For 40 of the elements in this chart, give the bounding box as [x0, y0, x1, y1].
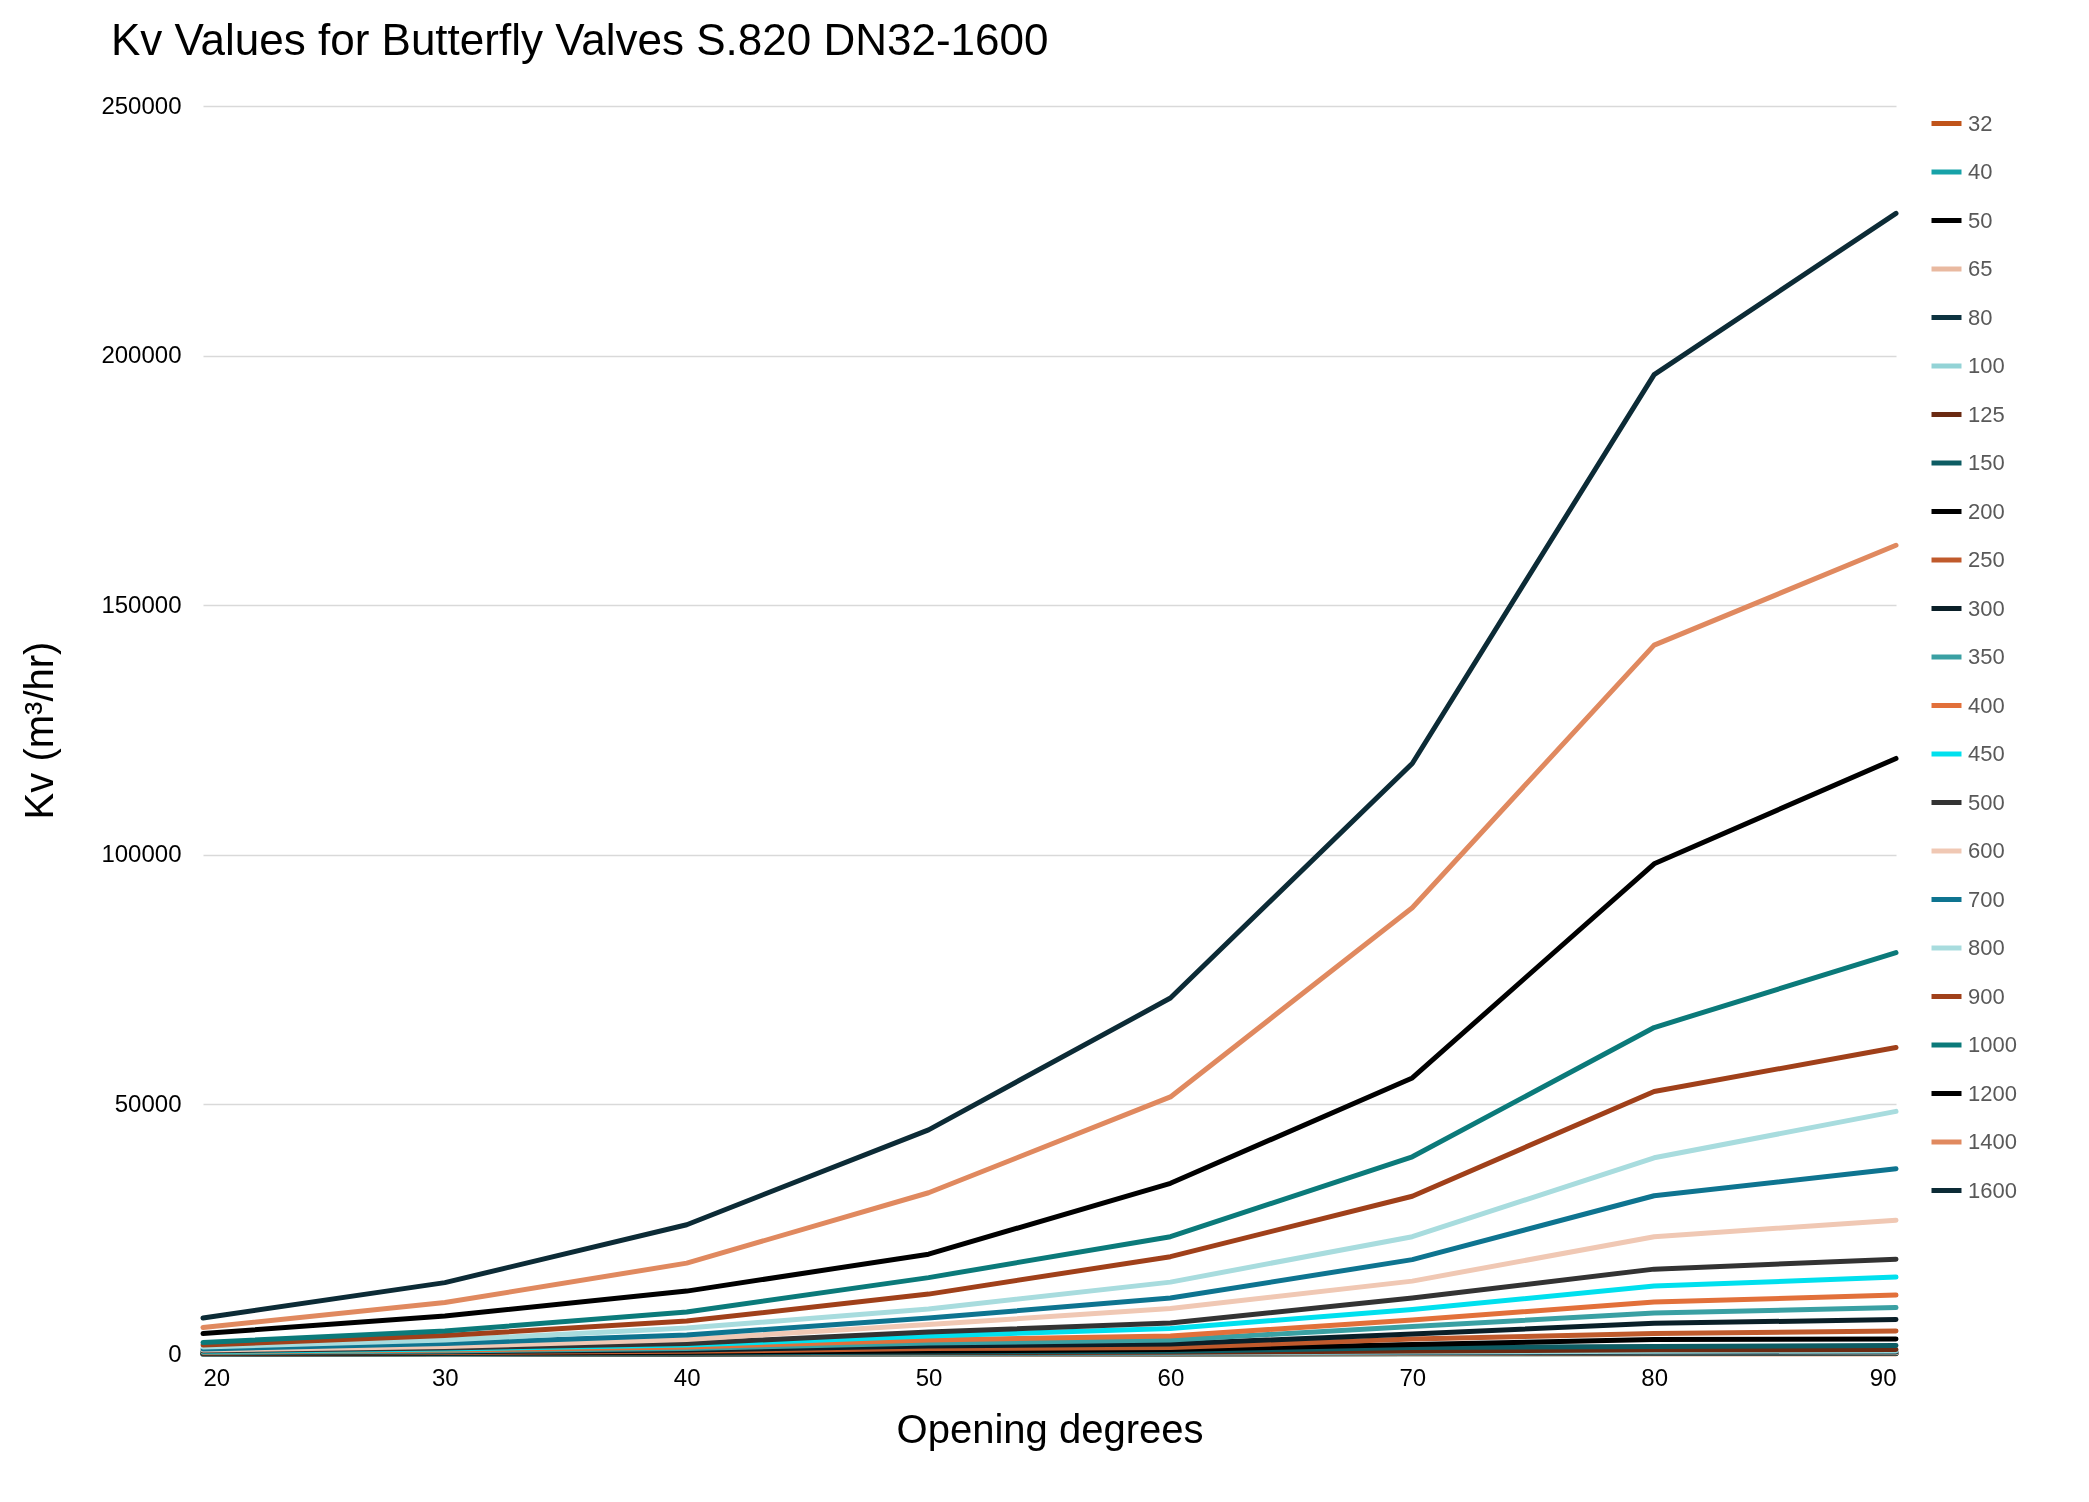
x-tick-label: 30 — [432, 1363, 459, 1391]
legend-label: 50 — [1968, 207, 1993, 233]
x-tick-label: 70 — [1399, 1363, 1427, 1391]
legend-label: 100 — [1968, 353, 2005, 378]
legend-label: 1200 — [1968, 1080, 2017, 1106]
legend-label: 800 — [1968, 935, 2005, 960]
y-axis-title: Kv (m³/hr) — [17, 641, 62, 820]
legend-label: 150 — [1968, 450, 2005, 475]
legend-label: 65 — [1968, 256, 1993, 281]
legend-label: 300 — [1968, 595, 2005, 621]
legend-label: 900 — [1968, 983, 2005, 1009]
y-tick-label: 100000 — [101, 840, 182, 868]
x-tick-label: 40 — [673, 1363, 701, 1391]
y-tick-label: 250000 — [101, 91, 182, 119]
y-tick-label: 200000 — [101, 341, 182, 369]
legend-label: 40 — [1968, 159, 1993, 184]
legend-label: 1000 — [1968, 1032, 2017, 1057]
x-tick-label: 90 — [1869, 1363, 1897, 1391]
legend-label: 32 — [1968, 110, 1993, 136]
x-tick-label: 60 — [1157, 1363, 1185, 1391]
legend-label: 400 — [1968, 692, 2005, 718]
legend-label: 700 — [1968, 886, 2005, 912]
legend-label: 1600 — [1968, 1177, 2017, 1203]
x-tick-label: 50 — [915, 1363, 943, 1391]
chart-title: Kv Values for Butterfly Valves S.820 DN32-1600 — [110, 15, 1049, 64]
legend-label: 125 — [1968, 401, 2005, 427]
x-tick-label: 80 — [1641, 1363, 1668, 1391]
x-axis-title: Opening degrees — [896, 1406, 1204, 1451]
y-tick-label: 50000 — [114, 1089, 182, 1117]
legend-label: 500 — [1968, 789, 2005, 815]
legend-label: 200 — [1968, 498, 2005, 524]
legend-label: 1400 — [1968, 1129, 2017, 1154]
legend-label: 250 — [1968, 547, 2005, 572]
y-tick-label: 0 — [168, 1339, 182, 1367]
legend-label: 350 — [1968, 644, 2005, 669]
legend-label: 600 — [1968, 838, 2005, 863]
x-tick-label: 20 — [203, 1363, 231, 1391]
legend-label: 450 — [1968, 741, 2005, 766]
y-tick-label: 150000 — [101, 590, 182, 618]
legend-label: 80 — [1968, 304, 1993, 330]
